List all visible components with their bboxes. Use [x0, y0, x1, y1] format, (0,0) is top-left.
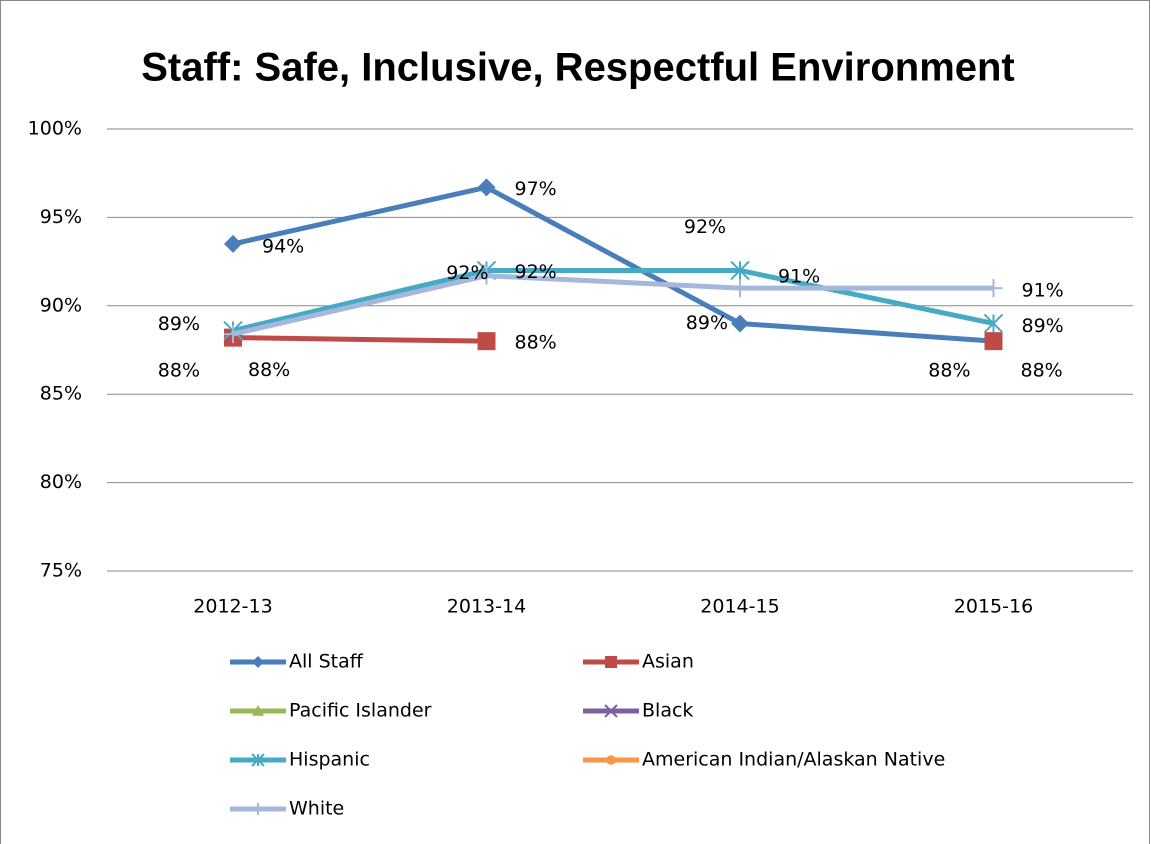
y-tick-label: 90% — [40, 294, 82, 316]
marker — [984, 332, 1003, 351]
data-label: 88% — [248, 359, 290, 381]
legend-item: Asian — [583, 651, 694, 673]
legend-item: Hispanic — [230, 749, 370, 771]
chart-title: Staff: Safe, Inclusive, Respectful Envir… — [141, 46, 1015, 90]
legend-item: Black — [583, 700, 693, 722]
marker — [604, 704, 618, 718]
data-label: 89% — [1022, 315, 1064, 337]
marker — [252, 656, 264, 668]
series-line — [232, 267, 995, 333]
data-label: 92% — [446, 262, 488, 284]
marker — [224, 325, 242, 344]
y-tick-label: 95% — [40, 206, 82, 228]
y-tick-label: 85% — [40, 383, 82, 405]
marker — [477, 266, 496, 285]
marker — [252, 705, 264, 716]
marker — [605, 656, 617, 668]
data-label: 92% — [684, 216, 726, 238]
marker — [730, 260, 750, 281]
marker — [983, 313, 1004, 334]
data-label: 88% — [928, 360, 970, 382]
marker — [731, 279, 749, 298]
data-label: 91% — [1022, 280, 1064, 302]
y-tick-label: 80% — [40, 471, 82, 493]
x-tick-label: 2014-15 — [700, 596, 779, 618]
y-tick-label: 100% — [28, 118, 82, 140]
marker — [251, 753, 265, 767]
legend-label: All Staff — [289, 651, 364, 673]
legend-label: White — [289, 798, 344, 820]
legend-label: Pacific Islander — [289, 700, 432, 722]
data-label: 92% — [515, 261, 557, 283]
data-label: 88% — [158, 360, 200, 382]
data-label: 88% — [515, 332, 557, 354]
legend-label: Hispanic — [289, 749, 370, 771]
legend-label: American Indian/Alaskan Native — [642, 749, 945, 771]
legend-label: Asian — [642, 651, 694, 673]
data-label: 88% — [1021, 360, 1063, 382]
marker — [606, 755, 616, 765]
y-tick-label: 75% — [40, 560, 82, 582]
data-label: 89% — [158, 313, 200, 335]
data-label: 94% — [262, 235, 304, 257]
legend-item: All Staff — [230, 651, 364, 673]
marker — [252, 803, 264, 815]
data-label: 89% — [686, 312, 728, 334]
marker — [224, 234, 242, 253]
marker — [477, 178, 496, 197]
legend-item: White — [230, 798, 344, 820]
legend-label: Black — [642, 700, 693, 722]
series-line — [232, 184, 994, 344]
x-tick-label: 2013-14 — [447, 596, 526, 618]
marker — [731, 314, 749, 333]
marker — [984, 279, 1003, 298]
legend-item: American Indian/Alaskan Native — [583, 749, 945, 771]
x-tick-label: 2012-13 — [193, 596, 272, 618]
x-tick-label: 2015-16 — [954, 596, 1033, 618]
series-line — [232, 273, 994, 337]
data-label: 91% — [778, 266, 820, 288]
legend-item: Pacific Islander — [230, 700, 432, 722]
data-label: 97% — [515, 178, 557, 200]
marker — [477, 332, 496, 351]
